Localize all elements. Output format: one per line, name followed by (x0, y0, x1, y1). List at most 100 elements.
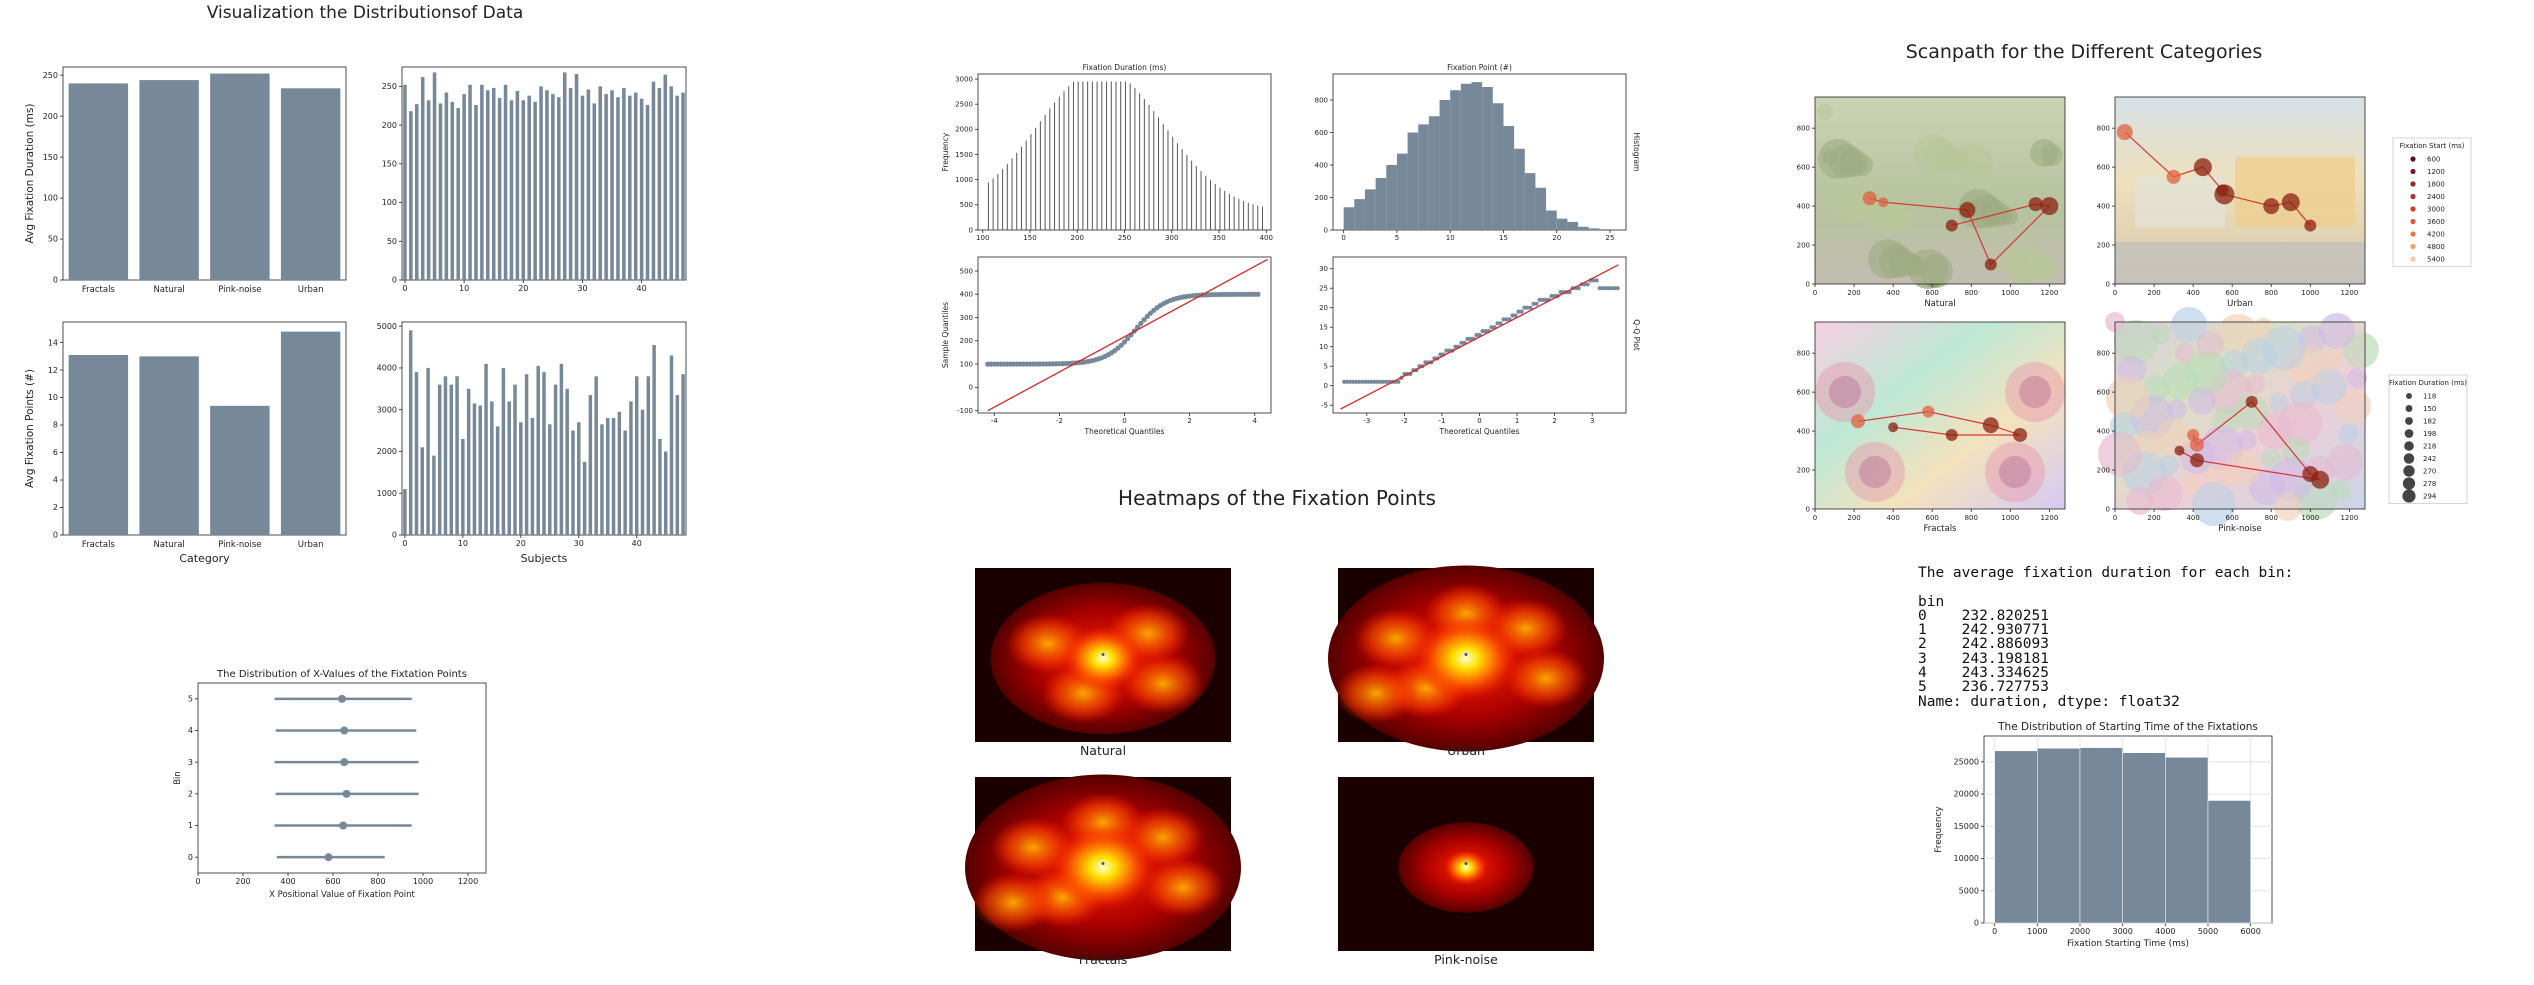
points-hist-bar (1418, 124, 1429, 230)
y-tick-label: 200 (382, 121, 397, 130)
points-hist-bar (1460, 83, 1472, 230)
duration-qq-point (1118, 342, 1124, 348)
legend-marker (2403, 453, 2415, 464)
noise-patch (2188, 387, 2216, 415)
noise-patch (2098, 432, 2142, 476)
subject-bar (515, 91, 520, 280)
x-tick-label: 400 (2186, 514, 2199, 522)
x-tick-label: 0 (1813, 289, 1817, 297)
starting-time-bar (2122, 752, 2166, 924)
category-tick-label: Urban (298, 540, 324, 550)
y-tick-label: 2 (53, 503, 58, 512)
scanpath-label: Natural (1924, 299, 1955, 309)
duration-qq-point (1121, 339, 1128, 345)
legend-marker (2403, 465, 2415, 477)
noise-patch (2278, 401, 2322, 445)
noise-patch (2270, 457, 2314, 501)
subject-bar (562, 72, 567, 281)
summary-row-4: 4 243.334625 (1918, 665, 2049, 682)
x-tick-label: 800 (2265, 289, 2278, 297)
subject-bar (675, 395, 680, 535)
subject-bar (623, 430, 627, 535)
fixation-point (2263, 198, 2280, 215)
x-tick-label: 1200 (2340, 514, 2358, 522)
points-qq-point (1468, 336, 1473, 341)
x-tick-label: 10 (459, 284, 469, 293)
y-tick-label: 0 (392, 531, 397, 540)
x-tick-label: 1000 (2027, 927, 2047, 936)
x-tick-label: 2000 (2070, 927, 2090, 936)
y-tick-label: 400 (1797, 203, 1810, 211)
subject-bar (414, 372, 419, 535)
x-tick-label: 200 (2147, 289, 2160, 297)
fixation-point (1982, 417, 1999, 434)
subject-bar (551, 94, 555, 280)
fixation-point (2245, 395, 2258, 408)
points-hist-bar (1599, 229, 1611, 230)
noise-patch (2245, 374, 2265, 394)
fixation-point (1850, 414, 1865, 429)
x-tick-label: 150 (1023, 234, 1036, 242)
y-tick-label: 800 (1797, 125, 1810, 133)
subject-bar (600, 424, 604, 535)
legend-marker (2410, 231, 2416, 237)
y-tick-label: 400 (2097, 203, 2110, 211)
y-tick-label: 1 (188, 821, 193, 830)
points-qq-point (1543, 297, 1548, 302)
legend-label: 278 (2423, 480, 2436, 488)
scene-fade (2115, 97, 2365, 284)
noise-patch (2126, 487, 2154, 515)
heatmap-label: Urban (1447, 743, 1485, 758)
y-tick-label: 2000 (377, 447, 397, 456)
y-tick-label: 0 (188, 853, 193, 862)
points-qq-point (1540, 297, 1545, 302)
y-tick-label: 100 (960, 360, 973, 368)
x-tick-label: 600 (1926, 289, 1939, 297)
heatmap-center-marker (1464, 861, 1468, 865)
scanpath-label: Fractals (1924, 524, 1958, 534)
points-qq-point (1363, 379, 1368, 384)
fractal-spiral (1999, 456, 2031, 488)
x-tick-label: 3000 (2112, 927, 2132, 936)
subject-bar (606, 418, 610, 535)
summary-row-1: 1 242.930771 (1918, 622, 2049, 639)
duration-hist-axes: 100 150 200 250 300 350 400 0 500 1000 1500 2000 250… (941, 63, 1273, 242)
points-qq-point (1606, 286, 1611, 291)
subject-bar (610, 90, 614, 281)
subject-bar (616, 97, 620, 280)
subject-bar (559, 363, 564, 535)
y-tick-label: 1000 (955, 176, 973, 184)
points-qq-point (1348, 379, 1353, 384)
y-tick-label: 600 (2097, 389, 2110, 397)
bin-mean-point (340, 758, 349, 767)
foliage-patch (1834, 189, 1868, 223)
scanpath-natural: 0 200 400 600 800 1000 1200 0 200 400 600 800 Natura… (1797, 96, 2066, 309)
points-qq-point (1483, 329, 1488, 334)
x-tick-label: 1000 (2301, 289, 2319, 297)
points-hist-title: Fixation Point (#) (1447, 63, 1512, 72)
legend-marker (2410, 193, 2416, 200)
fixation-point (1945, 219, 1958, 232)
y-tick-label: 15 (1319, 324, 1328, 332)
points-qq-point (1444, 348, 1449, 353)
duration-hist-title: Fixation Duration (ms) (1083, 63, 1167, 72)
category-bar (280, 331, 341, 535)
points-hist-bar (1514, 148, 1525, 230)
points-qq-point (1525, 305, 1530, 310)
points-qq-point (1345, 379, 1350, 384)
subject-bar (663, 74, 668, 280)
points-qq-point (1519, 309, 1524, 314)
legend-label: 1800 (2427, 181, 2445, 189)
legend-label: 242 (2423, 455, 2436, 463)
subject-bar (586, 89, 591, 280)
y-tick-label: 0 (2106, 506, 2110, 514)
subject-bar (521, 100, 526, 281)
y-tick-label: 5000 (377, 322, 397, 331)
plot-frame (977, 256, 1272, 414)
x-tick-label: 200 (1071, 234, 1084, 242)
subject-bar (426, 367, 430, 535)
points-qq-point (1516, 309, 1521, 314)
legend-marker (2410, 256, 2416, 262)
y-tick-label: 100 (43, 194, 58, 203)
y-tick-label: 6 (53, 448, 58, 457)
